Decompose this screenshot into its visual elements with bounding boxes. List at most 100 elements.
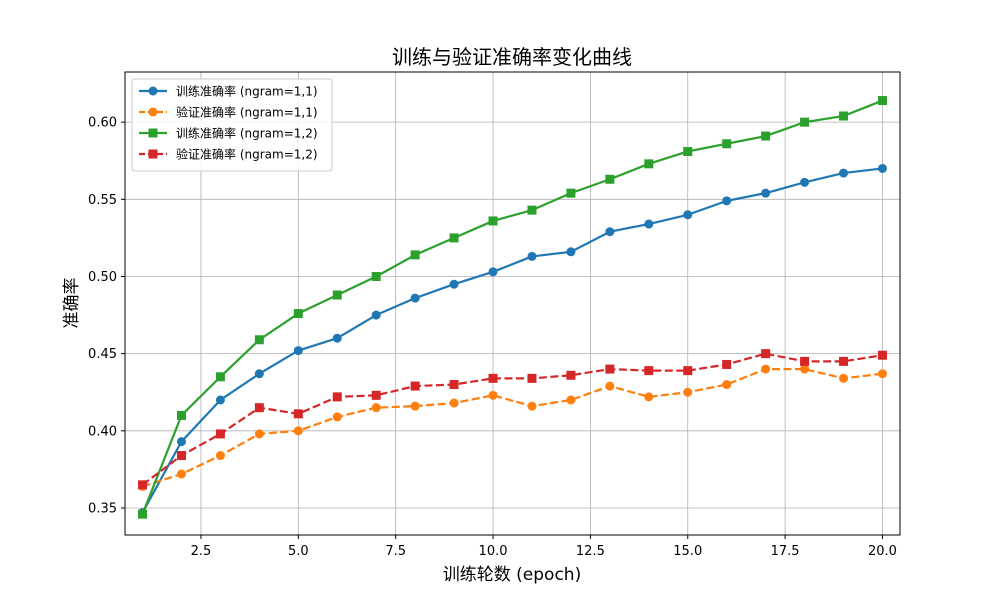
data-point (839, 111, 849, 121)
data-point (605, 174, 615, 184)
legend-marker (148, 86, 158, 96)
data-point (722, 380, 732, 390)
data-point (566, 370, 576, 380)
data-point (371, 390, 381, 400)
data-point (800, 356, 810, 366)
data-point (215, 429, 225, 439)
series-group (138, 364, 887, 491)
series-group (138, 163, 887, 518)
x-tick-label: 10.0 (479, 544, 508, 559)
data-point (877, 350, 887, 360)
data-point (839, 356, 849, 366)
x-axis-title: 训练轮数 (epoch) (443, 565, 581, 585)
data-point (605, 381, 615, 391)
series-line (141, 99, 883, 515)
data-point (877, 96, 887, 106)
data-point (449, 398, 459, 408)
data-point (293, 409, 303, 419)
data-point (215, 372, 225, 382)
data-point (449, 233, 459, 243)
data-point (410, 293, 420, 303)
data-point (644, 159, 654, 169)
y-tick-label: 0.55 (88, 193, 117, 208)
data-point (371, 271, 381, 281)
plot-frame (124, 71, 901, 536)
data-point (527, 401, 537, 411)
x-tick-label: 7.5 (385, 544, 406, 559)
data-point (527, 373, 537, 383)
series-group (138, 349, 887, 490)
data-point (293, 309, 303, 319)
x-tick-label: 20.0 (868, 544, 897, 559)
data-point (293, 426, 303, 436)
data-point (644, 366, 654, 376)
data-point (761, 364, 771, 374)
data-point (410, 250, 420, 260)
data-point (605, 227, 615, 237)
data-point (839, 168, 849, 178)
data-point (605, 364, 615, 374)
data-point (254, 369, 264, 379)
data-point (293, 346, 303, 356)
data-point (800, 364, 810, 374)
series-group (138, 96, 887, 519)
data-point (566, 395, 576, 405)
data-point (254, 403, 264, 413)
data-point (527, 205, 537, 215)
legend-box (131, 78, 333, 172)
data-point (877, 369, 887, 379)
data-point (488, 267, 498, 277)
data-point (488, 390, 498, 400)
legend-marker (148, 128, 158, 138)
data-point (644, 219, 654, 229)
chart-title: 训练与验证准确率变化曲线 (392, 45, 632, 69)
data-point (138, 509, 148, 519)
data-point (722, 196, 732, 206)
data-point (800, 117, 810, 127)
x-tick-label: 17.5 (771, 544, 800, 559)
data-point (488, 216, 498, 226)
data-point (800, 177, 810, 187)
data-point (449, 279, 459, 289)
legend-label: 验证准确率 (ngram=1,2) (176, 147, 318, 162)
data-point (176, 469, 186, 479)
data-point (566, 247, 576, 257)
data-point (839, 373, 849, 383)
data-point (332, 333, 342, 343)
data-point (176, 410, 186, 420)
x-tick-label: 15.0 (673, 544, 702, 559)
y-tick-label: 0.45 (88, 347, 117, 362)
data-point (683, 210, 693, 220)
data-point (644, 392, 654, 402)
legend-label: 验证准确率 (ngram=1,1) (176, 105, 318, 120)
series-line (141, 167, 883, 514)
data-point (371, 403, 381, 413)
data-point (761, 349, 771, 359)
data-point (488, 373, 498, 383)
data-point (683, 366, 693, 376)
data-point (332, 392, 342, 402)
data-point (332, 290, 342, 300)
data-point (410, 401, 420, 411)
data-point (410, 381, 420, 391)
data-point (371, 310, 381, 320)
data-point (683, 387, 693, 397)
series-layer (138, 96, 887, 519)
data-point (176, 451, 186, 461)
y-axis-title: 准确率 (62, 278, 82, 329)
data-point (332, 412, 342, 422)
series-line (142, 367, 883, 488)
data-point (761, 131, 771, 141)
data-point (566, 188, 576, 198)
axes: 2.5 5.0 7.5 10.0 12.5 15.0 17.5 20.0 0.35 0.40 0.4… (88, 71, 901, 559)
legend-label: 训练准确率 (ngram=1,2) (176, 126, 318, 141)
series-line (141, 352, 883, 486)
x-tick-label: 12.5 (576, 544, 605, 559)
y-tick-label: 0.60 (88, 116, 117, 131)
x-tick-label: 2.5 (191, 544, 212, 559)
legend: 训练准确率 (ngram=1,1) 验证准确率 (ngram=1,1) 训练准确率 … (131, 78, 333, 172)
data-point (176, 437, 186, 447)
y-tick-label: 0.40 (88, 424, 117, 439)
data-point (527, 251, 537, 261)
